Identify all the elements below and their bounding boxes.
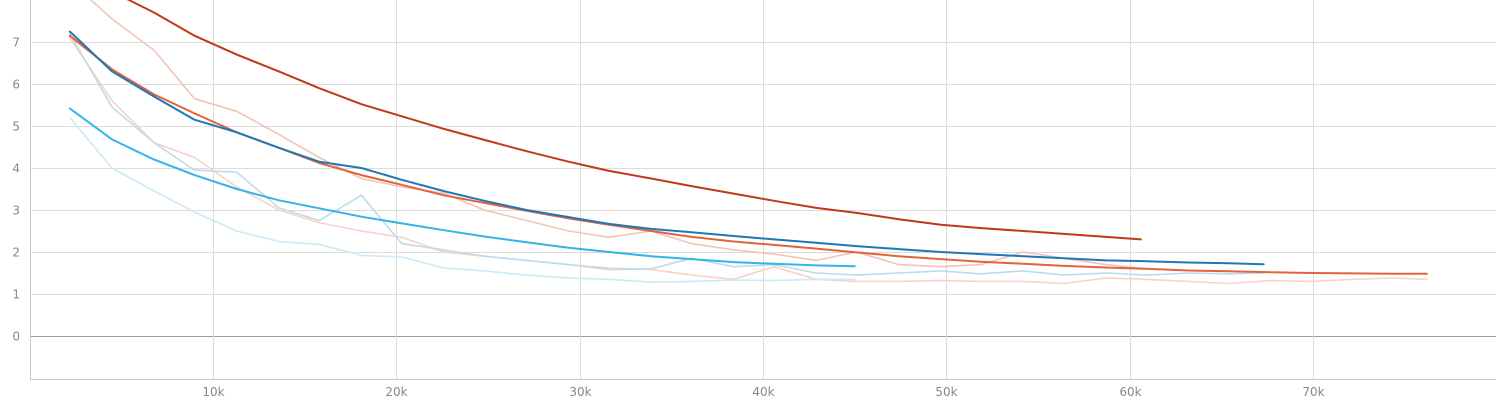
series-group <box>68 0 1428 285</box>
y-tick-label: 0 <box>12 330 20 344</box>
raw-series-line-2 <box>69 32 1265 276</box>
y-tick-label: 1 <box>12 288 20 302</box>
y-tick-label: 6 <box>12 78 20 92</box>
raw-series-line-0 <box>89 0 1148 270</box>
raw-series-line-3 <box>69 116 856 284</box>
raw-series-line-1 <box>69 36 1428 285</box>
y-tick-label: 7 <box>12 36 20 50</box>
y-tick-label: 2 <box>12 246 20 260</box>
smoothed-series-line-6 <box>68 30 1265 266</box>
tick-labels: 0 1 2 3 4 5 6 7 10k 20k 30k 40k 50k 60k 70k <box>12 36 1324 400</box>
grid <box>30 0 1496 380</box>
x-tick-label: 30k <box>569 385 591 399</box>
x-tick-label: 70k <box>1302 385 1324 399</box>
x-tick-label: 10k <box>202 385 224 399</box>
smoothed-series-line-4 <box>126 0 1142 241</box>
x-tick-label: 40k <box>752 385 774 399</box>
smoothed-series-line-7 <box>68 107 856 268</box>
x-tick-label: 60k <box>1119 385 1141 399</box>
y-tick-label: 3 <box>12 204 20 218</box>
x-tick-label: 20k <box>385 385 407 399</box>
x-tick-label: 50k <box>935 385 957 399</box>
y-tick-label: 5 <box>12 120 20 134</box>
y-tick-label: 4 <box>12 162 20 176</box>
